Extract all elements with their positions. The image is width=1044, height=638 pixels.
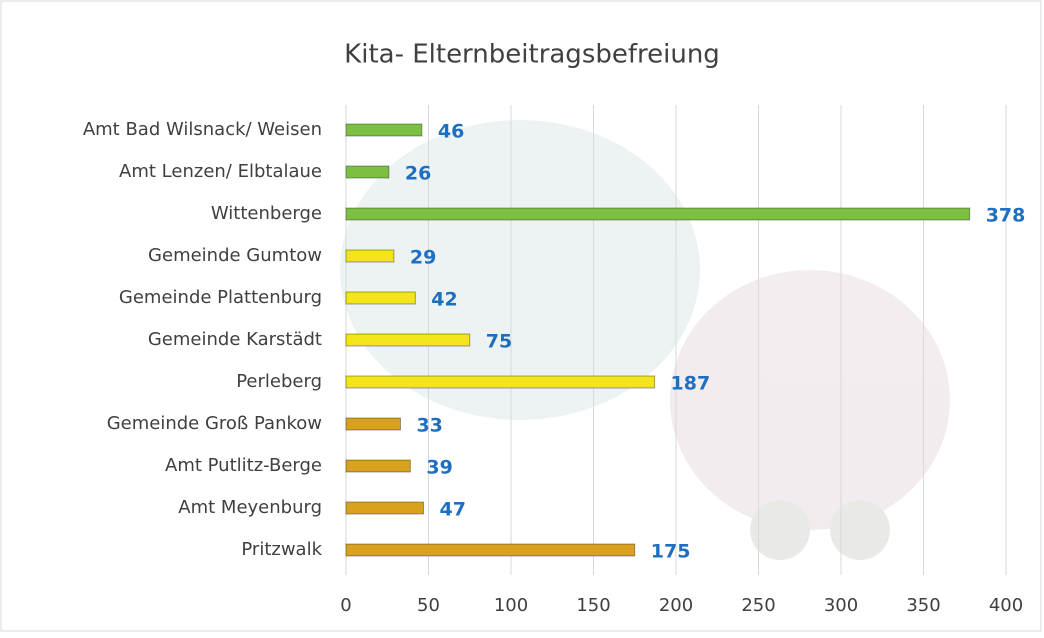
y-tick-label: Gemeinde Plattenburg [119, 287, 322, 308]
value-label: 46 [438, 121, 464, 143]
value-label: 187 [671, 373, 711, 395]
x-tick-label: 300 [824, 595, 858, 616]
x-tick-label: 50 [417, 595, 440, 616]
value-label: 39 [426, 457, 452, 479]
x-tick-label: 400 [989, 595, 1023, 616]
bar [346, 250, 394, 262]
value-label: 175 [651, 541, 691, 563]
y-tick-label: Gemeinde Karstädt [148, 329, 322, 350]
x-tick-label: 350 [906, 595, 940, 616]
bar [346, 376, 655, 388]
y-tick-label: Amt Lenzen/ Elbtalaue [119, 161, 322, 182]
x-tick-label: 100 [494, 595, 528, 616]
x-tick-label: 0 [340, 595, 351, 616]
bar [346, 124, 422, 136]
value-label: 378 [986, 205, 1026, 227]
chart-title: Kita- Elternbeitragsbefreiung [344, 40, 720, 70]
y-tick-label: Gemeinde Gumtow [148, 245, 322, 266]
x-tick-label: 250 [741, 595, 775, 616]
bar [346, 502, 424, 514]
y-tick-label: Wittenberge [211, 203, 322, 224]
bar [346, 292, 415, 304]
bar [346, 460, 410, 472]
y-tick-label: Amt Putlitz-Berge [165, 455, 322, 476]
y-tick-label: Amt Bad Wilsnack/ Weisen [83, 119, 322, 140]
y-tick-label: Pritzwalk [241, 539, 322, 560]
chart: Kita- Elternbeitragsbefreiung 0 50 100 150 2… [0, 0, 1044, 634]
bar [346, 334, 470, 346]
y-tick-label: Gemeinde Groß Pankow [107, 413, 322, 434]
value-label: 75 [486, 331, 512, 353]
bar [346, 166, 389, 178]
x-tick-label: 150 [576, 595, 610, 616]
value-label: 33 [416, 415, 442, 437]
value-label: 26 [405, 163, 431, 185]
y-tick-label: Perleberg [236, 371, 322, 392]
y-tick-label: Amt Meyenburg [178, 497, 322, 518]
value-label: 47 [440, 499, 466, 521]
value-label: 29 [410, 247, 436, 269]
x-tick-label: 200 [659, 595, 693, 616]
bar [346, 208, 970, 220]
bar [346, 418, 400, 430]
value-label: 42 [431, 289, 457, 311]
bar [346, 544, 635, 556]
